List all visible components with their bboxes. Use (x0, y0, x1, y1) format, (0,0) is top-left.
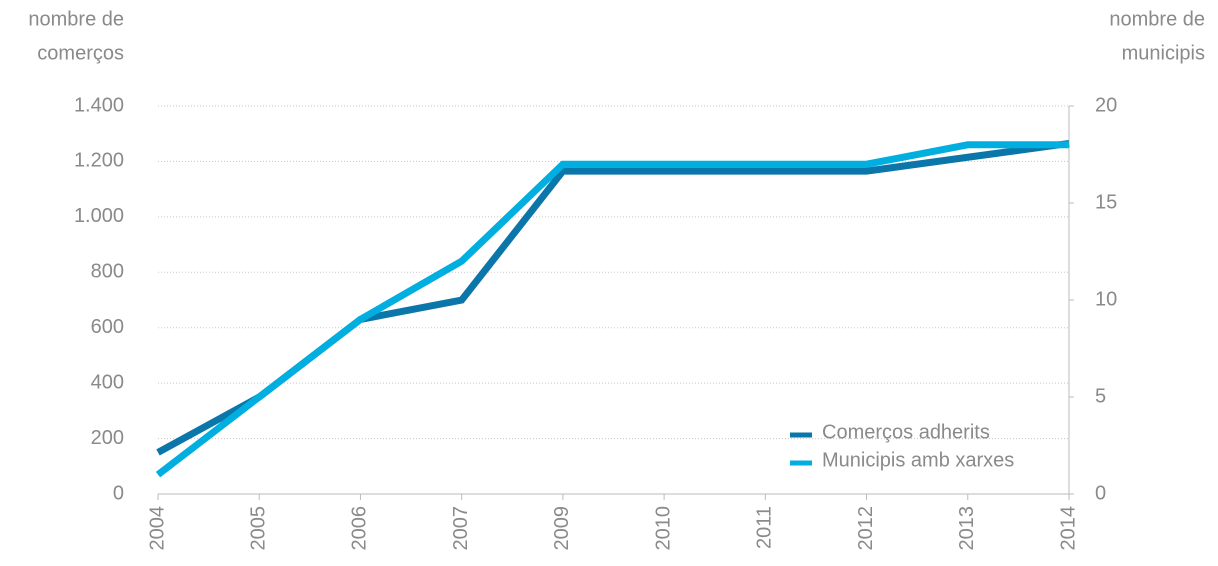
legend-label: Comerços adherits (822, 421, 990, 443)
x-tick-label: 2013 (956, 506, 978, 551)
series-line (156, 139, 1070, 456)
y2-axis-title-line: nombre de (1109, 8, 1205, 30)
y-tick-label: 200 (91, 427, 124, 449)
y-tick-label: 800 (91, 261, 124, 283)
x-tick-label: 2007 (450, 506, 472, 551)
x-tick-label: 2010 (652, 506, 674, 551)
y-tick-label: 400 (91, 371, 124, 393)
y-axis-title-line: comerços (37, 42, 124, 64)
y2-tick-label: 15 (1095, 191, 1117, 213)
y-tick-label: 600 (91, 316, 124, 338)
x-tick-label: 2006 (349, 506, 371, 551)
legend-label: Municipis amb xarxes (822, 449, 1014, 471)
y2-tick-label: 20 (1095, 94, 1117, 116)
x-tick-label: 2014 (1057, 506, 1079, 551)
x-tick-label: 2005 (248, 506, 270, 551)
y2-tick-label: 0 (1095, 482, 1106, 504)
y-axis-title-line: nombre de (28, 8, 124, 30)
y-tick-label: 1.000 (74, 205, 124, 227)
y-tick-label: 1.400 (74, 94, 124, 116)
y2-axis-title-line: municipis (1122, 42, 1205, 64)
y-tick-label: 0 (113, 482, 124, 504)
x-tick-label: 2009 (551, 506, 573, 551)
x-tick-label: 2011 (754, 506, 776, 549)
y2-tick-label: 5 (1095, 385, 1106, 407)
series-line (155, 141, 1069, 478)
x-tick-label: 2012 (855, 506, 877, 551)
x-tick-label: 2004 (146, 506, 168, 551)
y2-tick-label: 10 (1095, 288, 1117, 310)
y-tick-label: 1.200 (74, 150, 124, 172)
